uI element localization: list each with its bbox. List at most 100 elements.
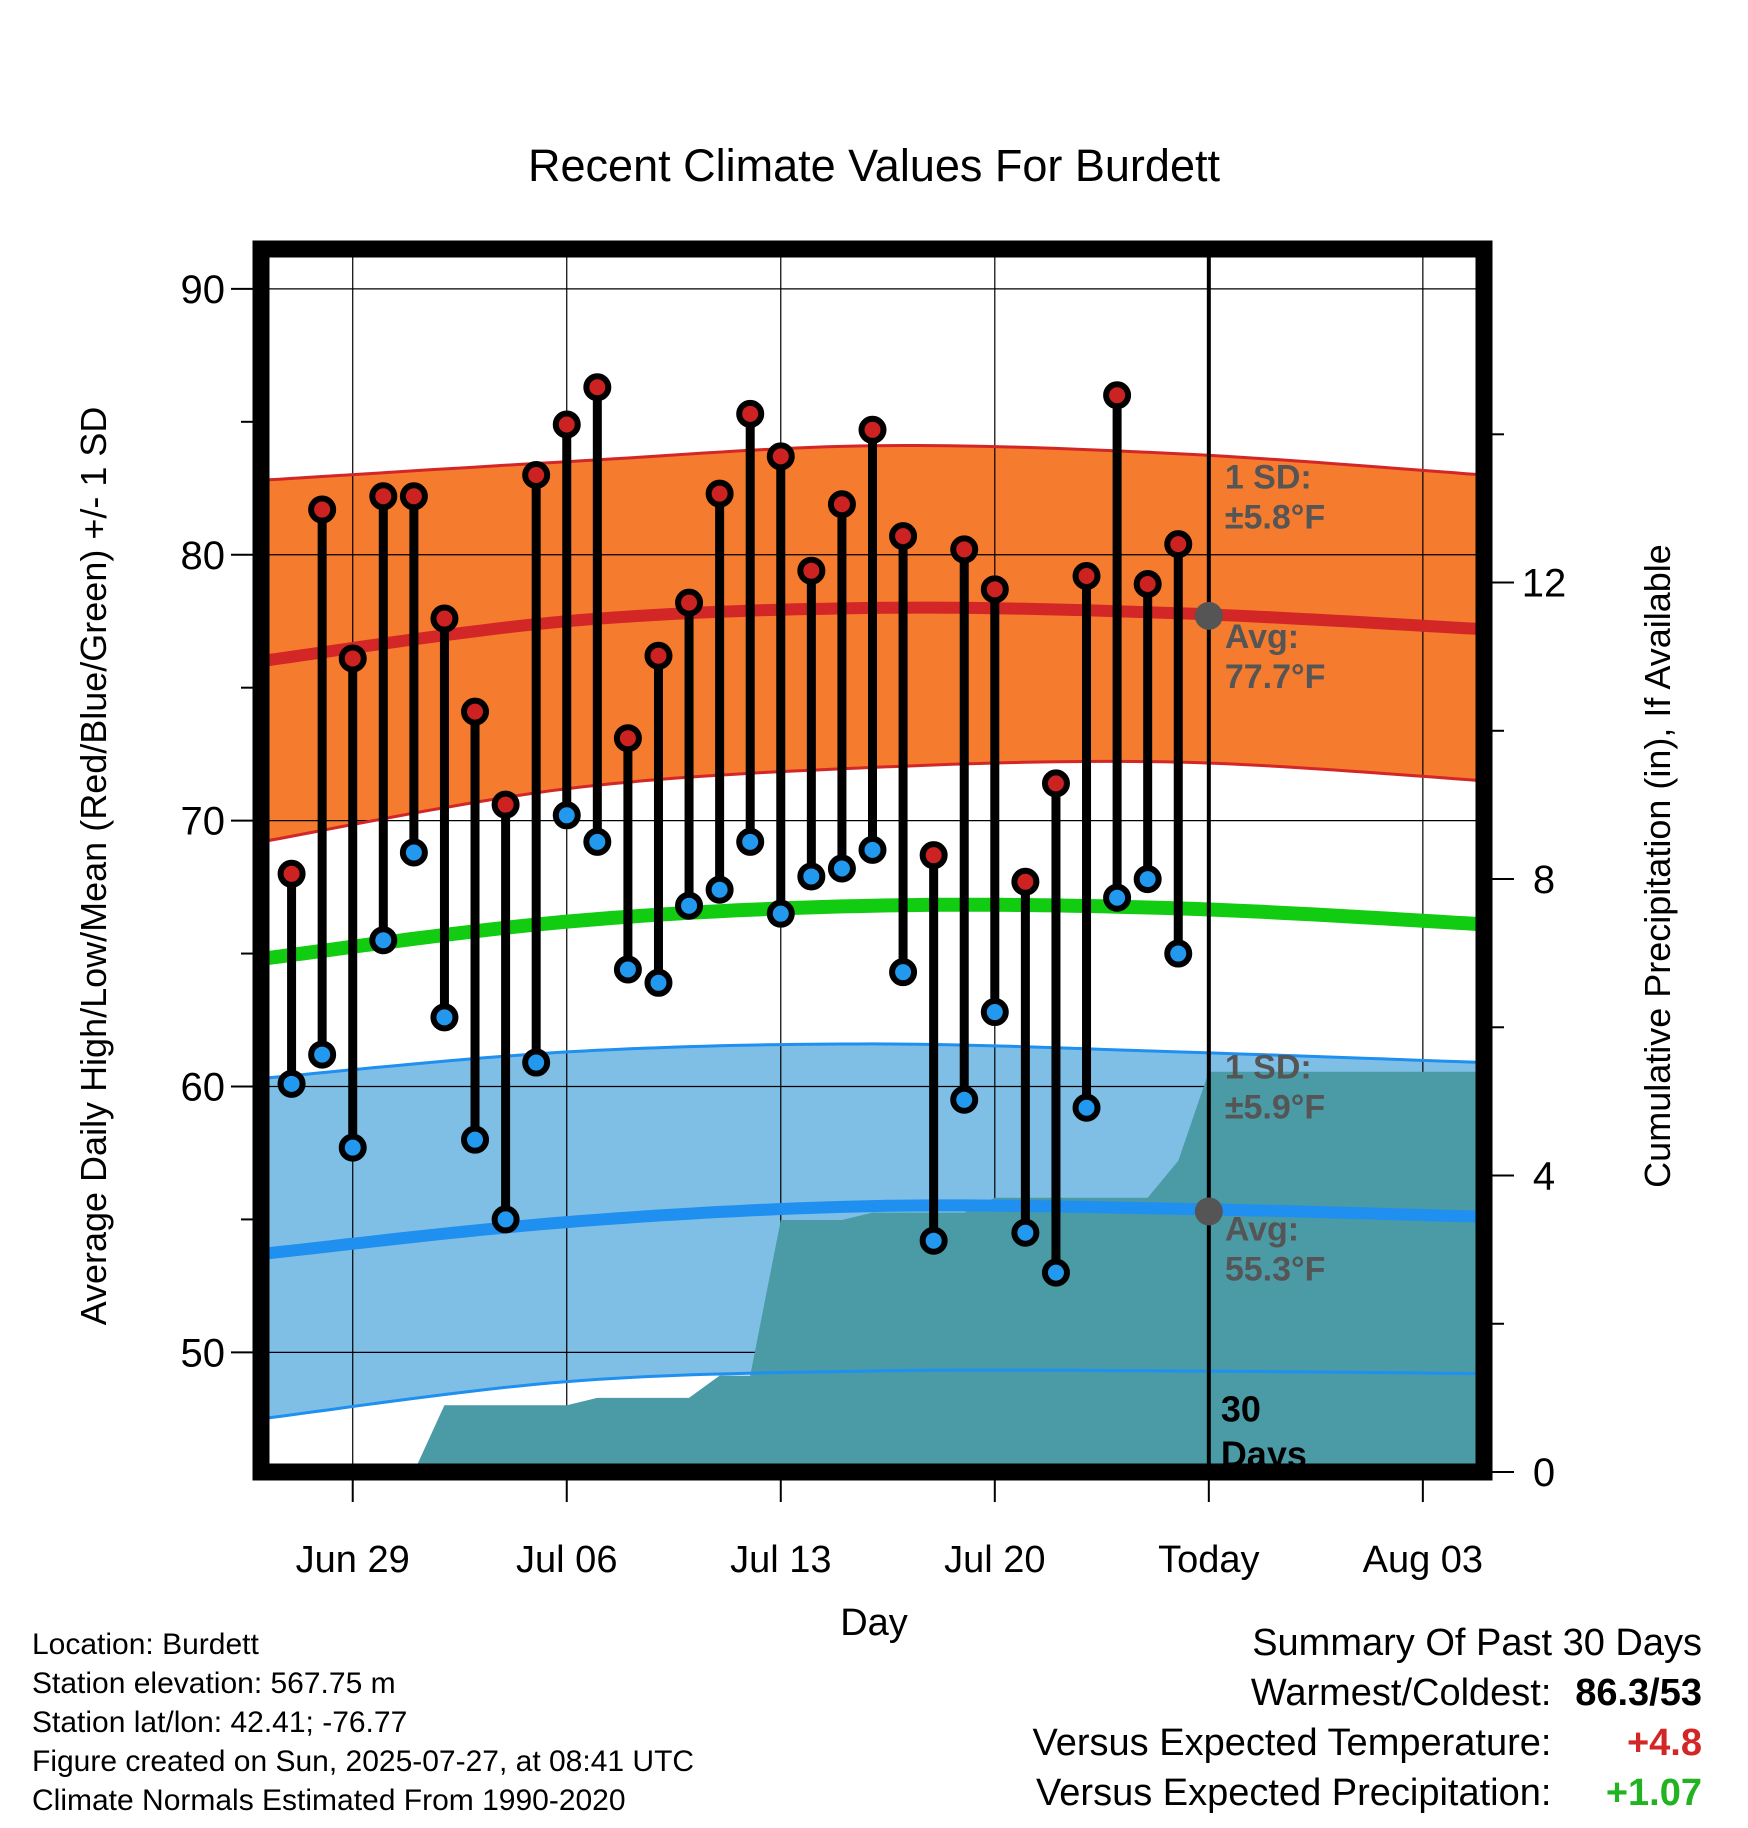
annotation-low-sd-label: 1 SD: (1225, 1049, 1312, 1087)
daily-high-point (1072, 562, 1101, 591)
daily-high-point (583, 373, 612, 402)
daily-low-point (461, 1125, 490, 1154)
daily-high-point (1041, 769, 1070, 798)
daily-low-point (858, 835, 887, 864)
daily-low-point (1011, 1218, 1040, 1247)
summary-temp-row: Versus Expected Temperature: +4.8 (1033, 1718, 1702, 1768)
daily-high-point (980, 575, 1009, 604)
plot-clip-group (261, 249, 1484, 1472)
daily-low-point (369, 926, 398, 955)
daily-high-point (399, 482, 428, 511)
annotation-low-avg-label: Avg: (1225, 1211, 1299, 1249)
daily-high-point (1011, 867, 1040, 896)
daily-low-point (736, 827, 765, 856)
daily-low-point (1103, 883, 1132, 912)
low-sd-lower-line (261, 1368, 1484, 1421)
daily-high-point (277, 859, 306, 888)
daily-high-point (430, 604, 459, 633)
y-axis-title: Average Daily High/Low/Mean (Red/Blue/Gr… (73, 407, 114, 1326)
daily-high-point (1103, 381, 1132, 410)
daily-low-point (613, 955, 642, 984)
y-tick-label: 90 (181, 268, 226, 312)
daily-low-point (644, 968, 673, 997)
normals-text: Climate Normals Estimated From 1990-2020 (32, 1784, 626, 1817)
x-axis-title: Day (840, 1602, 908, 1644)
daily-high-point (889, 522, 918, 551)
latlon-text: Station lat/lon: 42.41; -76.77 (32, 1706, 408, 1739)
y-tick-label: 50 (181, 1331, 226, 1375)
station-info: Location: Burdett Station elevation: 567… (32, 1625, 694, 1820)
warmest-label: Warmest/Coldest: (1250, 1672, 1552, 1714)
x-tick-label: Today (1158, 1539, 1259, 1581)
x-tick-label: Jul 06 (516, 1539, 617, 1581)
daily-low-point (1164, 939, 1193, 968)
annotation-high-sd-value: ±5.8°F (1225, 498, 1325, 536)
annotation-high-avg-value: 77.7°F (1225, 658, 1326, 696)
low-sd-upper-line (261, 1042, 1484, 1080)
daily-high-point (644, 641, 673, 670)
daily-high-point (736, 399, 765, 428)
daily-high-point (613, 724, 642, 753)
chart-title: Recent Climate Values For Burdett (528, 140, 1220, 191)
elevation-text: Station elevation: 567.75 m (32, 1667, 396, 1700)
daily-low-point (522, 1048, 551, 1077)
x-tick-label: Jun 29 (296, 1539, 410, 1581)
axes: 50 60 70 80 90 0 4 8 12 Jun 29 Jul 06 Jul 13 Jul 20 T… (181, 240, 1567, 1581)
y2-tick-label: 12 (1522, 562, 1567, 606)
normal-mean-line (261, 897, 1484, 966)
days-window-number: 30 (1221, 1388, 1261, 1429)
x-tick-label: Jul 20 (944, 1539, 1045, 1581)
daily-high-point (1164, 530, 1193, 559)
daily-low-point (766, 899, 795, 928)
daily-high-point (369, 482, 398, 511)
daily-low-point (491, 1205, 520, 1234)
daily-low-point (308, 1040, 337, 1069)
daily-low-point (705, 875, 734, 904)
daily-low-point (919, 1226, 948, 1255)
summary-precip-row: Versus Expected Precipitation: +1.07 (1033, 1768, 1702, 1818)
daily-high-point (552, 410, 581, 439)
annotation-high-avg-label: Avg: (1225, 618, 1299, 656)
daily-high-point (461, 697, 490, 726)
summary-warmest-row: Warmest/Coldest: 86.3/53 (1033, 1668, 1702, 1718)
daily-low-point (277, 1069, 306, 1098)
annotation-low-avg-value: 55.3°F (1225, 1251, 1326, 1289)
x-tick-label: Aug 03 (1363, 1539, 1483, 1581)
daily-high-point (522, 460, 551, 489)
daily-low-point (552, 801, 581, 830)
y2-tick-label: 4 (1533, 1155, 1555, 1199)
warmest-value: 86.3/53 (1575, 1672, 1702, 1714)
normal-low-line (261, 1199, 1484, 1260)
today-normal-high-marker (1194, 601, 1223, 630)
daily-low-point (950, 1085, 979, 1114)
location-text: Location: Burdett (32, 1628, 259, 1661)
daily-low-point (827, 854, 856, 883)
daily-low-point (430, 1003, 459, 1032)
temp-label: Versus Expected Temperature: (1032, 1722, 1552, 1764)
y2-tick-label: 0 (1533, 1451, 1555, 1495)
daily-high-point (705, 479, 734, 508)
precip-value: +1.07 (1605, 1772, 1702, 1814)
temp-value: +4.8 (1626, 1722, 1702, 1764)
y2-tick-label: 8 (1533, 858, 1555, 902)
annotation-high-sd-label: 1 SD: (1225, 458, 1312, 496)
created-text: Figure created on Sun, 2025-07-27, at 08… (32, 1745, 695, 1778)
daily-high-point (675, 588, 704, 617)
y-tick-label: 70 (181, 800, 226, 844)
plot-frame (252, 240, 1493, 1481)
y2-axis-title: Cumulative Precipitation (in), If Availa… (1637, 544, 1678, 1188)
summary-title: Summary Of Past 30 Days (1252, 1622, 1702, 1664)
annotation-low-sd-value: ±5.9°F (1225, 1089, 1325, 1127)
daily-high-point (827, 490, 856, 519)
today-normal-low-marker (1194, 1197, 1223, 1226)
daily-low-point (583, 827, 612, 856)
daily-high-point (1133, 569, 1162, 598)
summary-panel: Summary Of Past 30 Days Warmest/Coldest:… (1033, 1618, 1702, 1818)
y-tick-label: 80 (181, 534, 226, 578)
daily-low-point (1133, 865, 1162, 894)
daily-high-point (919, 841, 948, 870)
daily-low-point (1072, 1093, 1101, 1122)
daily-low-point (980, 998, 1009, 1027)
